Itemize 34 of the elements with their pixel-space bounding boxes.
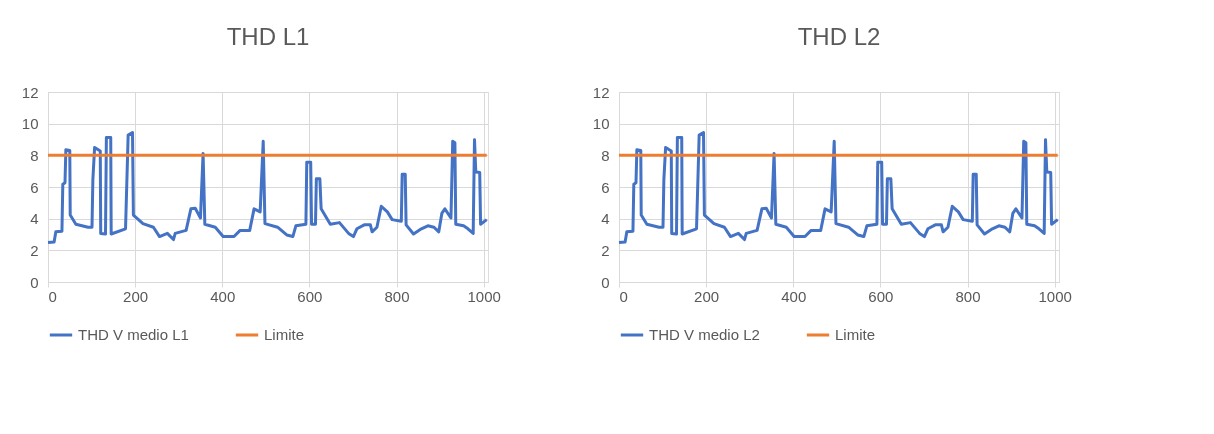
- legend-label: Limite: [835, 326, 876, 343]
- y-tick-label: 4: [601, 210, 610, 228]
- y-tick-label: 6: [30, 178, 39, 196]
- x-tick-label: 0: [619, 287, 628, 305]
- y-tick-label: 2: [30, 241, 39, 259]
- x-tick-label: 600: [297, 287, 323, 305]
- x-tick-label: 800: [955, 287, 981, 305]
- x-tick-label: 600: [868, 287, 894, 305]
- x-tick-label: 200: [694, 287, 720, 305]
- y-tick-label: 2: [601, 241, 610, 259]
- chart-title: THD L2: [797, 23, 881, 50]
- x-tick-label: 1000: [1038, 287, 1072, 305]
- x-tick-label: 400: [210, 287, 236, 305]
- x-tick-label: 800: [384, 287, 410, 305]
- y-tick-label: 4: [30, 210, 39, 228]
- x-tick-label: 200: [123, 287, 149, 305]
- y-tick-label: 10: [592, 115, 610, 133]
- legend-label: THD V medio L1: [78, 326, 189, 343]
- x-tick-label: 1000: [467, 287, 501, 305]
- legend-label: Limite: [264, 326, 305, 343]
- y-tick-label: 12: [21, 83, 39, 101]
- line-series: [46, 131, 489, 245]
- y-tick-label: 8: [30, 146, 39, 164]
- chart-title: THD L1: [226, 23, 310, 50]
- y-tick-label: 8: [601, 146, 610, 164]
- y-tick-label: 0: [601, 273, 610, 291]
- legend-label: THD V medio L2: [649, 326, 760, 343]
- y-tick-label: 10: [21, 115, 39, 133]
- y-tick-label: 12: [592, 83, 610, 101]
- y-tick-label: 6: [601, 178, 610, 196]
- x-tick-label: 400: [781, 287, 807, 305]
- line-series: [617, 131, 1060, 245]
- x-tick-label: 0: [48, 287, 57, 305]
- y-tick-label: 0: [30, 273, 39, 291]
